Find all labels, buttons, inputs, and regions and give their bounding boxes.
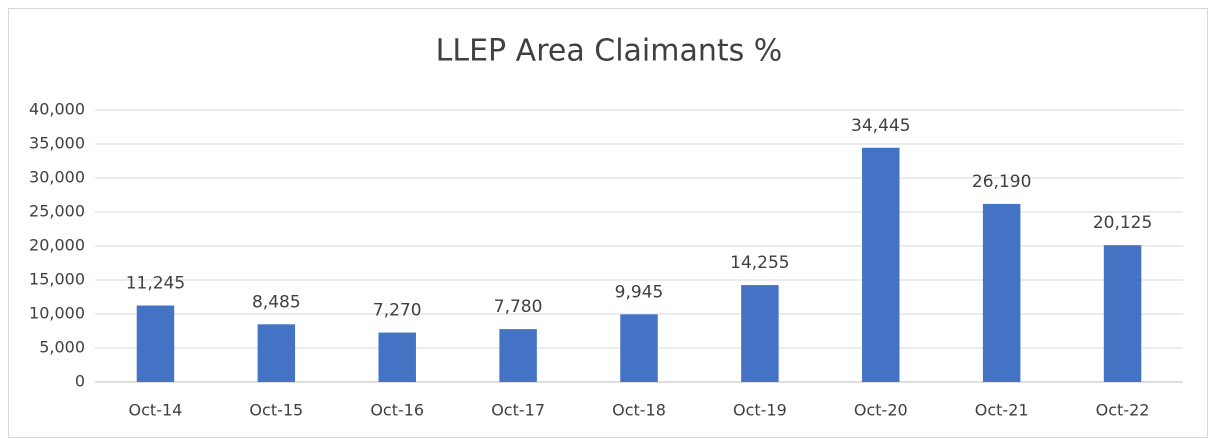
bar	[257, 324, 296, 382]
x-tick-label: Oct-20	[854, 401, 908, 420]
y-tick-label: 35,000	[29, 134, 85, 153]
x-tick-label: Oct-15	[249, 401, 303, 420]
x-tick-label: Oct-17	[491, 401, 545, 420]
x-tick-label: Oct-16	[370, 401, 424, 420]
y-tick-label: 0	[75, 372, 85, 391]
bar	[499, 329, 537, 382]
bar	[136, 305, 175, 382]
value-label: 11,245	[126, 274, 185, 294]
bar	[378, 332, 416, 382]
y-tick-label: 20,000	[29, 236, 85, 255]
bar	[982, 203, 1021, 382]
bar	[741, 285, 779, 382]
value-label: 8,485	[252, 292, 301, 312]
y-tick-label: 40,000	[29, 100, 85, 119]
y-tick-label: 5,000	[39, 338, 85, 357]
y-tick-label: 30,000	[29, 168, 85, 187]
x-tick-label: Oct-18	[612, 401, 666, 420]
value-label: 7,270	[373, 301, 422, 321]
y-tick-label: 25,000	[29, 202, 85, 221]
x-tick-label: Oct-19	[733, 401, 787, 420]
x-tick-label: Oct-21	[975, 401, 1029, 420]
bar	[620, 314, 658, 382]
y-tick-label: 15,000	[29, 270, 85, 289]
bar	[1103, 245, 1142, 382]
value-label: 14,255	[730, 253, 789, 273]
value-label: 9,945	[615, 282, 664, 302]
value-label: 7,780	[494, 297, 543, 317]
bar	[862, 147, 900, 382]
x-tick-label: Oct-22	[1096, 401, 1150, 420]
value-label: 26,190	[972, 172, 1031, 192]
value-label: 20,125	[1093, 213, 1152, 233]
value-label: 34,445	[851, 116, 910, 136]
x-tick-label: Oct-14	[129, 401, 183, 420]
chart-border	[8, 8, 1208, 438]
y-tick-label: 10,000	[29, 304, 85, 323]
chart-title: LLEP Area Claimants %	[436, 34, 783, 69]
